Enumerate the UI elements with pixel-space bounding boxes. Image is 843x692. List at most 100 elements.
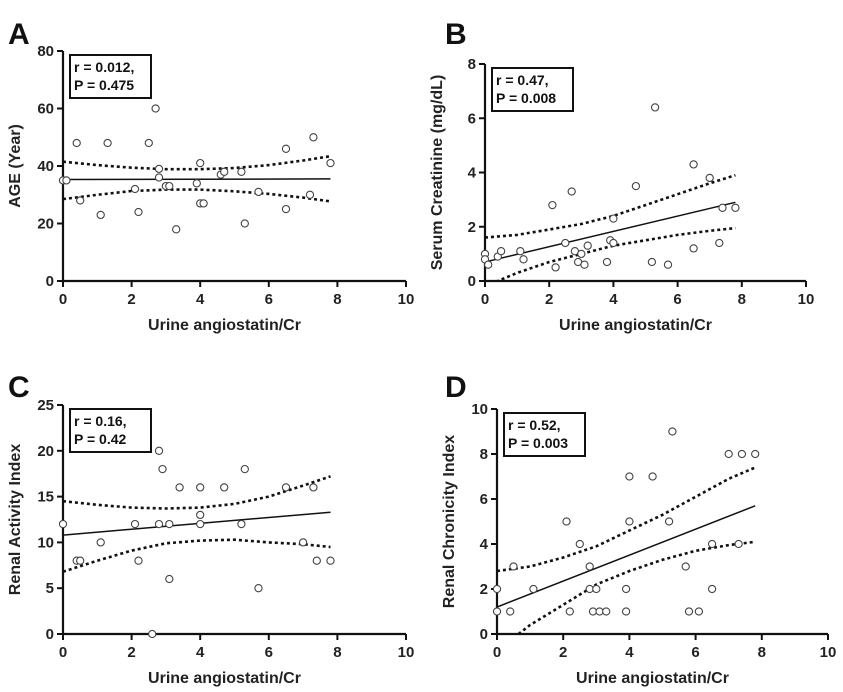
x-tick-label: 4 [196,291,205,308]
data-point [158,464,167,474]
data-point [281,204,291,214]
y-tick-label: 60 [37,101,54,118]
x-tick-label: 4 [609,291,618,308]
x-tick-label: 0 [481,291,489,308]
data-point [689,160,698,169]
data-point [148,629,157,639]
p-value: P = 0.008 [496,90,556,106]
data-point [561,238,570,248]
data-point [602,257,612,267]
data-point [647,257,657,267]
ci-upper-line [63,154,331,171]
y-tick-label: 4 [480,536,489,553]
x-tick-label: 0 [59,644,67,661]
y-axis-title: AGE (Year) [7,124,24,208]
x-tick-label: 4 [196,644,205,661]
data-point [220,483,229,492]
x-tick-label: 10 [798,291,815,308]
data-point [165,574,174,584]
x-tick-label: 10 [820,644,837,661]
y-tick-label: 40 [37,158,54,175]
data-point [516,247,525,256]
x-tick-label: 2 [545,291,553,308]
y-axis-title: Serum Creatinine (mg/dL) [429,75,446,271]
data-point [625,517,634,526]
data-point [631,181,641,191]
ci-lower-line [63,188,331,203]
data-point [305,190,315,199]
data-point [609,238,618,248]
data-point [172,225,181,234]
x-tick-label: 2 [127,644,135,661]
data-point [58,519,68,529]
data-point [562,517,571,526]
data-point [705,173,714,183]
y-tick-label: 10 [37,534,54,551]
data-point [575,539,584,549]
data-point [484,260,493,269]
r-value: r = 0.012, [74,59,134,75]
data-point [309,483,318,492]
data-point [237,167,246,176]
data-point [650,103,660,112]
data-point [151,104,160,113]
stats-box [503,412,586,457]
x-tick-label: 8 [738,291,746,308]
r-value: r = 0.47, [496,72,549,88]
p-value: P = 0.42 [74,431,127,447]
x-tick-label: 2 [127,291,135,308]
panel-d: D 0 2 4 6 8 10 0 2 4 6 8 10 Urine angiostatin/Cr Renal… [441,371,836,687]
x-axis-title: Urine angiostatin/Cr [148,317,301,334]
data-point [76,556,85,565]
data-point [220,167,229,176]
data-point [309,133,318,142]
data-point [577,249,586,259]
ci-upper-line [485,173,736,239]
data-point [96,538,105,547]
data-point [731,203,740,212]
data-point [103,138,112,148]
data-point [240,464,249,474]
data-point [312,556,321,565]
data-point [72,138,81,148]
data-point [737,449,747,459]
data-point [254,187,263,197]
y-tick-label: 8 [480,446,488,463]
data-point [663,260,673,269]
data-point [154,173,164,182]
x-tick-label: 0 [493,644,501,661]
data-point [602,607,611,616]
data-point [734,539,743,549]
data-point [134,556,143,565]
panel-c: C 0 2 4 6 8 10 0 5 10 15 20 25 Urine angiostatin/Cr Re… [7,371,414,687]
data-point [196,519,205,529]
x-tick-label: 10 [398,291,415,308]
panel-letter: B [445,18,467,51]
y-tick-label: 2 [468,219,476,236]
stats-box [69,54,152,99]
x-tick-label: 8 [333,644,341,661]
x-tick-label: 0 [59,291,67,308]
data-point [326,158,335,168]
p-value: P = 0.003 [508,435,568,451]
y-tick-label: 0 [468,273,476,290]
data-point [240,219,249,228]
data-point [196,510,205,520]
data-point [154,446,164,455]
data-point [585,562,594,571]
data-point [625,472,634,481]
data-point [506,607,515,616]
y-tick-label: 6 [480,491,488,508]
data-point [718,203,727,212]
data-point [565,607,574,616]
x-tick-label: 10 [398,644,415,661]
y-tick-label: 15 [37,489,54,506]
data-point [592,584,601,594]
data-point [664,517,674,526]
data-point [567,187,576,196]
data-point [580,260,589,269]
data-point [154,519,164,529]
y-tick-label: 0 [46,273,54,290]
